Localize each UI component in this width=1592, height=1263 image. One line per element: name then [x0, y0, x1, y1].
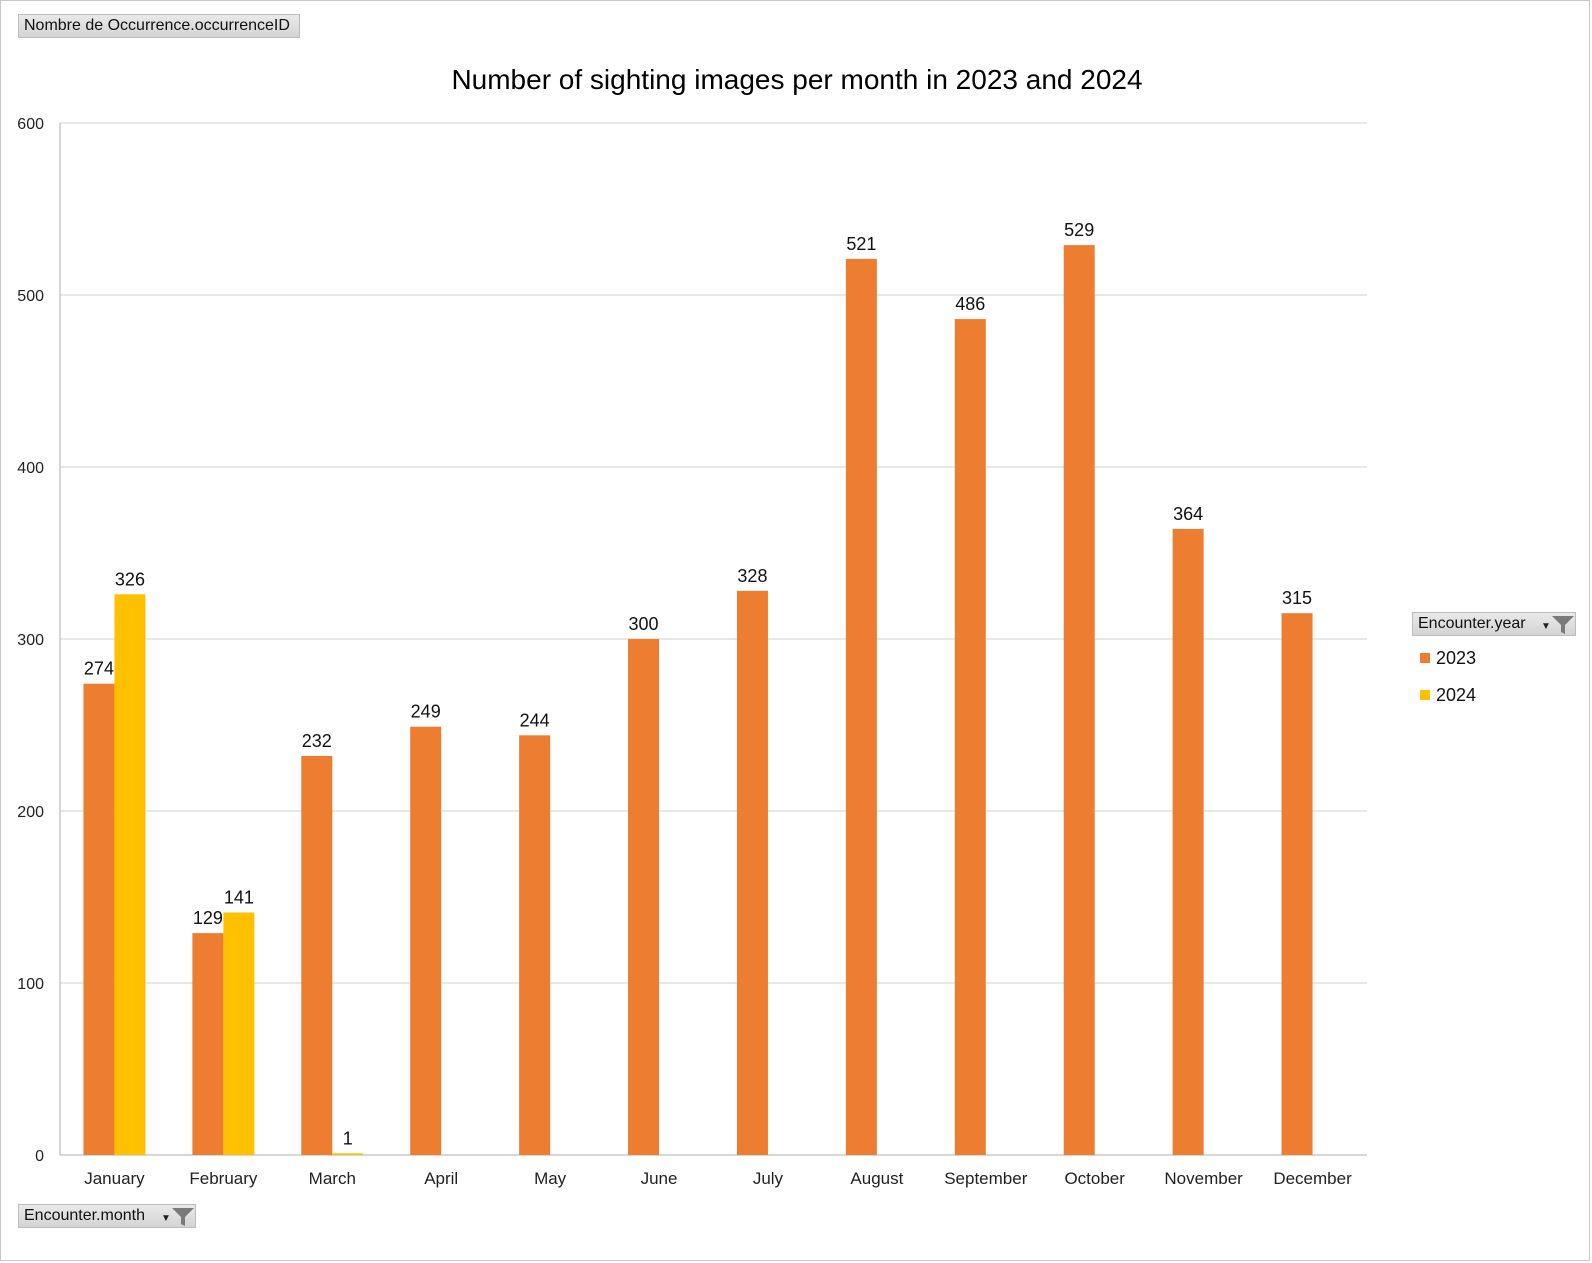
bar-2023-september[interactable]: [954, 319, 986, 1156]
y-tick-label: 100: [17, 976, 44, 993]
value-field-label: Nombre de Occurrence.occurrenceID: [24, 17, 290, 34]
bar-2023-february[interactable]: [192, 933, 224, 1155]
y-tick-label: 600: [17, 116, 44, 133]
y-axis-ticks: 0 100 200 300 400 500 600: [17, 116, 44, 1165]
value-field-button[interactable]: Nombre de Occurrence.occurrenceID: [18, 14, 300, 38]
x-tick-label-may: May: [534, 1169, 567, 1188]
axis-field-label: Encounter.month: [24, 1207, 145, 1224]
legend-item-2023[interactable]: 2023: [1420, 647, 1476, 669]
x-axis-ticks: January February March April May June July Augu…: [84, 1169, 1352, 1188]
y-tick-label: 500: [17, 288, 44, 305]
x-tick-label-march: March: [309, 1169, 356, 1188]
data-label-2023-july: 328: [737, 566, 767, 586]
data-label-2023-march: 232: [302, 731, 332, 751]
x-tick-label-january: January: [84, 1169, 145, 1188]
bar-2023-march[interactable]: [301, 755, 333, 1155]
data-label-2023-april: 249: [411, 702, 441, 722]
y-tick-label: 300: [17, 632, 44, 649]
data-label-2023-january: 274: [84, 659, 114, 679]
legend-field-button[interactable]: Encounter.year ▼: [1412, 612, 1576, 636]
legend-item-2024[interactable]: 2024: [1420, 684, 1476, 706]
x-tick-label-october: October: [1064, 1169, 1125, 1188]
bar-2024-january[interactable]: [114, 594, 146, 1155]
bar-2023-june[interactable]: [628, 639, 660, 1155]
x-tick-label-november: November: [1164, 1169, 1243, 1188]
x-tick-label-december: December: [1273, 1169, 1352, 1188]
bar-2023-november[interactable]: [1172, 528, 1204, 1155]
y-tick-label: 0: [35, 1148, 44, 1165]
bar-2023-august[interactable]: [845, 258, 877, 1155]
axis-field-button[interactable]: Encounter.month ▼: [18, 1204, 196, 1228]
x-tick-label-august: August: [850, 1169, 903, 1188]
bar-2023-january[interactable]: [83, 683, 115, 1155]
data-label-2024-january: 326: [115, 569, 145, 589]
x-tick-label-september: September: [944, 1169, 1027, 1188]
bar-2024-march[interactable]: [332, 1153, 364, 1155]
bar-2023-april[interactable]: [410, 726, 442, 1155]
funnel-filter-icon[interactable]: [169, 1206, 197, 1228]
y-tick-label: 200: [17, 804, 44, 821]
legend-label-2023: 2023: [1436, 648, 1477, 668]
chart-title: Number of sighting images per month in 2…: [451, 64, 1142, 95]
gridlines: [59, 122, 1367, 1156]
legend-field-label: Encounter.year: [1418, 615, 1526, 632]
legend-swatch-2024: [1420, 690, 1430, 700]
funnel-filter-icon[interactable]: [1549, 614, 1577, 636]
bar-2023-december[interactable]: [1281, 613, 1313, 1155]
data-label-2023-december: 315: [1282, 588, 1312, 608]
x-tick-label-april: April: [424, 1169, 458, 1188]
legend-label-2024: 2024: [1436, 685, 1477, 705]
data-label-2023-may: 244: [520, 710, 550, 730]
data-label-2023-february: 129: [193, 908, 223, 928]
legend-swatch-2023: [1420, 653, 1430, 663]
dropdown-arrow-icon: ▼: [1541, 621, 1551, 632]
data-label-2023-june: 300: [629, 614, 659, 634]
bar-2023-october[interactable]: [1063, 245, 1095, 1155]
bar-2023-may[interactable]: [519, 735, 551, 1155]
data-label-2023-october: 529: [1064, 220, 1094, 240]
data-label-2024-march: 1: [343, 1128, 353, 1148]
bars: [83, 245, 1313, 1156]
y-tick-label: 400: [17, 460, 44, 477]
data-label-2023-august: 521: [846, 234, 876, 254]
dropdown-arrow-icon: ▼: [161, 1213, 171, 1224]
bar-2023-july[interactable]: [736, 590, 768, 1155]
x-tick-label-july: July: [753, 1169, 784, 1188]
data-label-2023-november: 364: [1173, 504, 1203, 524]
bar-2024-february[interactable]: [223, 912, 255, 1155]
data-label-2024-february: 141: [224, 887, 254, 907]
data-label-2023-september: 486: [955, 294, 985, 314]
x-tick-label-february: February: [189, 1169, 258, 1188]
x-tick-label-june: June: [641, 1169, 678, 1188]
